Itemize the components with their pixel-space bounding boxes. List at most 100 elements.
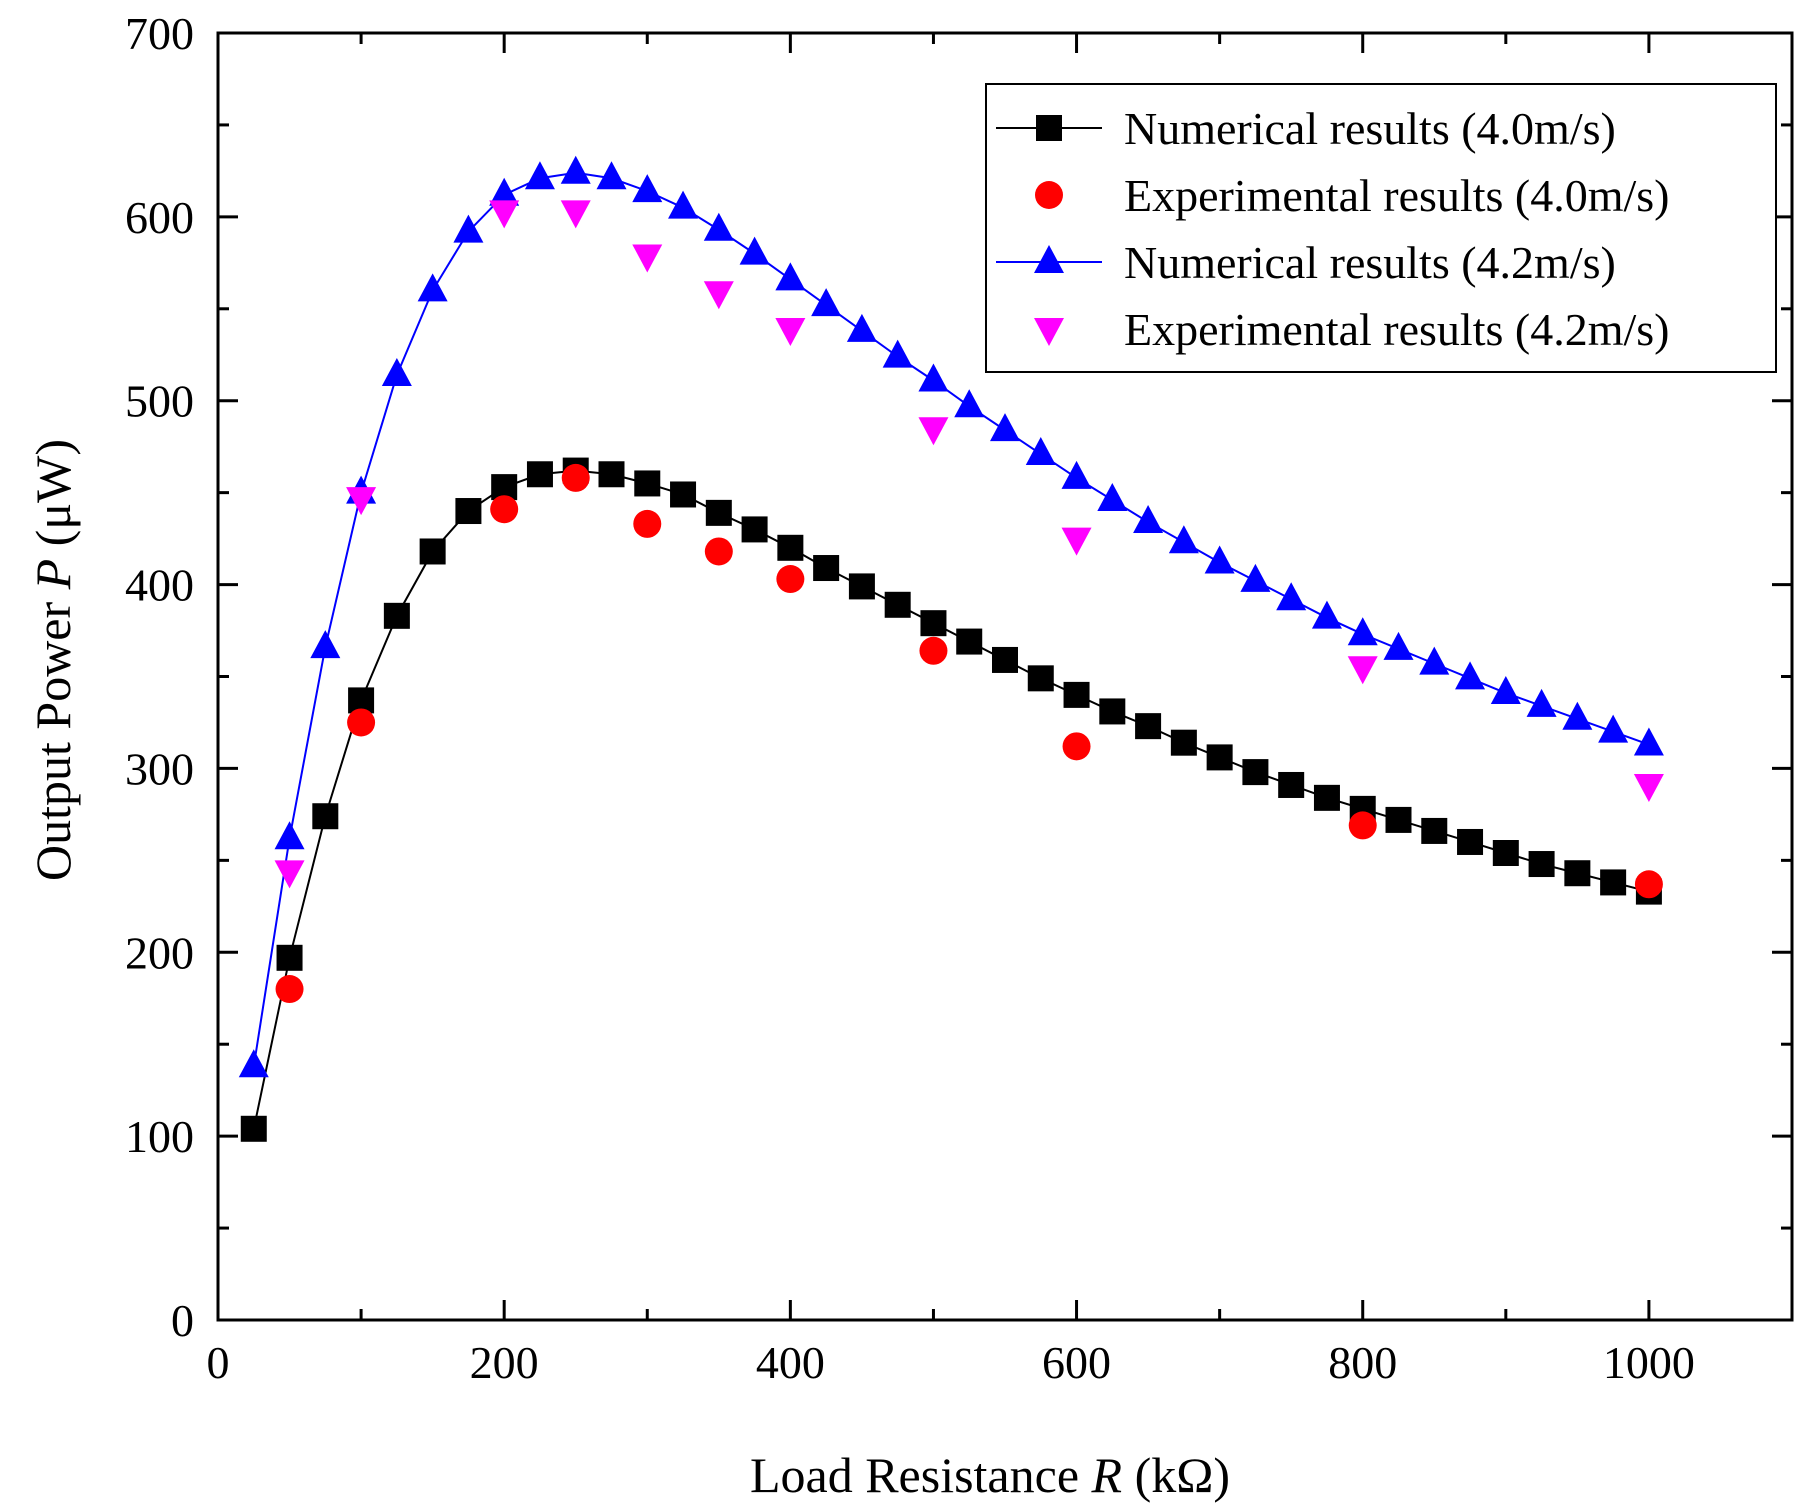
x-axis-title-variable: R [1091, 1447, 1123, 1503]
data-point [1204, 545, 1235, 574]
y-tick-label: 400 [125, 560, 194, 611]
y-tick-label: 300 [125, 743, 194, 794]
data-point [274, 860, 305, 889]
data-point [490, 495, 519, 524]
x-tick-label: 1000 [1603, 1337, 1695, 1388]
data-point [1063, 681, 1090, 708]
data-point [775, 262, 806, 291]
series-layer [238, 155, 1664, 1142]
data-point [1206, 744, 1233, 771]
series-3 [238, 155, 1664, 1078]
data-point [1061, 527, 1092, 556]
data-point [598, 461, 625, 488]
data-point [670, 481, 697, 508]
data-point [1168, 525, 1199, 554]
data-point [632, 174, 663, 203]
data-point [1490, 676, 1521, 705]
data-point [455, 498, 482, 525]
data-point [1062, 732, 1091, 761]
data-point [1526, 688, 1557, 717]
data-point [954, 389, 985, 418]
legend-marker [1035, 181, 1063, 209]
x-axis-title-prefix: Load Resistance [750, 1447, 1092, 1503]
legend-item: Experimental results (4.0m/s) [1035, 170, 1670, 221]
data-point [1097, 482, 1128, 511]
x-axis-title-unit: (kΩ) [1122, 1447, 1230, 1503]
data-point [453, 214, 484, 243]
x-tick-label: 0 [207, 1337, 230, 1388]
data-point [918, 417, 949, 446]
data-point [775, 318, 806, 347]
x-tick-label: 800 [1328, 1337, 1397, 1388]
data-point [310, 630, 341, 659]
data-point [633, 509, 662, 538]
data-point [1564, 860, 1591, 887]
data-point [1421, 817, 1448, 844]
data-point [1276, 582, 1307, 611]
data-point [238, 1049, 269, 1078]
legend: Numerical results (4.0m/s) Experimental r… [985, 83, 1777, 373]
data-point [703, 281, 734, 310]
data-point [596, 161, 627, 190]
data-point [811, 288, 842, 317]
data-point [1170, 729, 1197, 756]
y-axis-title-prefix: Output Power [25, 589, 81, 881]
data-point [1025, 437, 1056, 466]
data-point [776, 565, 805, 594]
data-point [846, 313, 877, 342]
data-point [1135, 713, 1162, 740]
y-tick-label: 200 [125, 927, 194, 978]
data-point [1311, 600, 1342, 629]
data-point [1027, 665, 1054, 692]
data-point [274, 821, 305, 850]
data-point [1385, 806, 1412, 833]
data-point [882, 339, 913, 368]
data-point [275, 975, 304, 1004]
legend-box [985, 83, 1777, 373]
data-point [1313, 784, 1340, 811]
y-axis-title-variable: P [25, 559, 81, 591]
data-point [347, 708, 376, 737]
data-point [417, 273, 448, 302]
data-point [703, 212, 734, 241]
data-point [489, 200, 520, 229]
data-point [419, 538, 446, 565]
x-axis-title: Load Resistance R (kΩ) [750, 1447, 1230, 1503]
data-point [1347, 617, 1378, 646]
x-tick-label: 400 [756, 1337, 825, 1388]
data-point [848, 573, 875, 600]
data-point [560, 155, 591, 184]
data-point [524, 161, 555, 190]
x-tick-label: 600 [1042, 1337, 1111, 1388]
data-point [1133, 505, 1164, 534]
series-4 [274, 200, 1664, 889]
y-tick-label: 100 [125, 1111, 194, 1162]
data-point [920, 610, 947, 637]
data-point [1528, 851, 1555, 878]
x-tick-label: 200 [470, 1337, 539, 1388]
legend-item: Numerical results (4.2m/s) [996, 237, 1616, 288]
data-point [1598, 714, 1629, 743]
data-point [777, 534, 804, 561]
data-point [1562, 701, 1593, 730]
data-point [668, 190, 699, 219]
data-point [813, 555, 840, 582]
legend-marker [1034, 318, 1064, 346]
data-point [1455, 661, 1486, 690]
legend-label: Numerical results (4.0m/s) [1124, 103, 1616, 154]
series-line [252, 171, 1650, 1067]
data-point [1600, 869, 1627, 896]
legend-label: Experimental results (4.2m/s) [1124, 304, 1670, 355]
data-point [1633, 773, 1664, 802]
data-point [705, 499, 732, 526]
data-point [312, 803, 339, 830]
y-axis-title: Output Power P (μW) [25, 439, 81, 881]
legend-label: Experimental results (4.0m/s) [1124, 170, 1670, 221]
data-point [632, 244, 663, 273]
y-tick-label: 600 [125, 192, 194, 243]
data-point [560, 200, 591, 229]
data-point [383, 602, 410, 629]
legend-label: Numerical results (4.2m/s) [1124, 237, 1616, 288]
data-point [526, 461, 553, 488]
data-point [1457, 828, 1484, 855]
